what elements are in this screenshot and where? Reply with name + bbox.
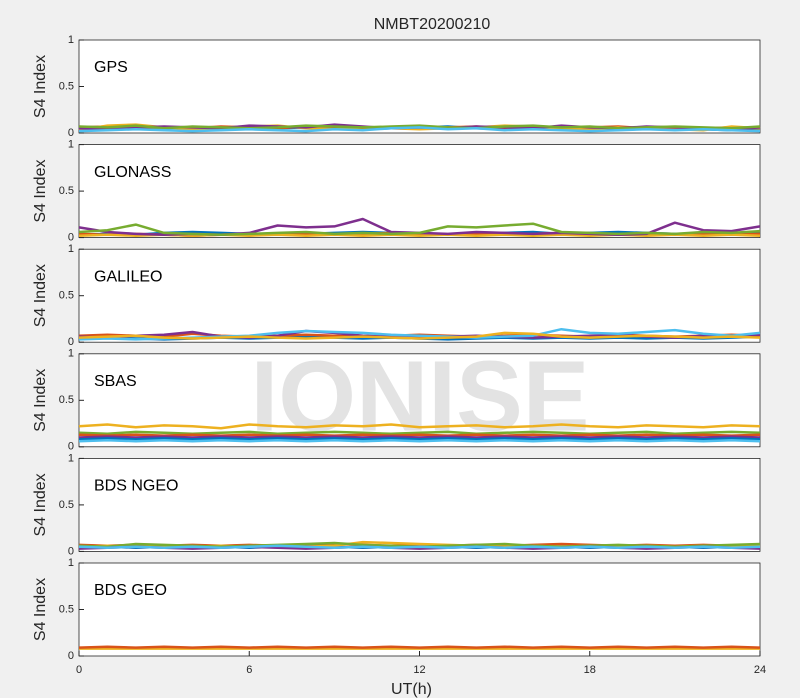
y-tick-label: 0.5	[59, 499, 74, 511]
series-line	[78, 433, 761, 437]
y-axis-label: S4 Index	[32, 55, 49, 118]
y-tick-label: 1	[68, 557, 74, 569]
series-line	[78, 544, 761, 549]
y-tick-label: 1	[68, 243, 74, 255]
series-line	[78, 423, 761, 430]
series-line	[78, 233, 761, 237]
panel-label: BDS NGEO	[94, 478, 178, 495]
y-tick-label: 0	[68, 545, 74, 557]
panel-label: BDS GEO	[94, 582, 167, 599]
y-axis-label: S4 Index	[32, 369, 49, 432]
series-line	[78, 222, 761, 237]
y-tick-label: 0	[68, 127, 74, 139]
y-axis-label: S4 Index	[32, 160, 49, 223]
series-line	[78, 645, 761, 649]
axes-box	[78, 144, 761, 239]
y-tick-label: 1	[68, 139, 74, 151]
axes-box	[78, 562, 761, 657]
y-tick-label: 1	[68, 34, 74, 46]
y-axis-label: S4 Index	[32, 578, 49, 641]
axes-box	[78, 248, 761, 343]
y-tick-label: 1	[68, 348, 74, 360]
x-tick-label: 18	[584, 664, 596, 676]
series-line	[78, 435, 761, 439]
y-axis-label: S4 Index	[32, 264, 49, 327]
panel-label: SBAS	[94, 373, 137, 390]
series-line	[78, 439, 761, 443]
axes-box	[78, 457, 761, 552]
y-tick-label: 0	[68, 232, 74, 244]
panel-label: GLONASS	[94, 164, 171, 181]
y-tick-label: 0.5	[59, 603, 74, 615]
x-tick-label: 0	[76, 664, 82, 676]
y-tick-label: 1	[68, 452, 74, 464]
axes-box	[78, 39, 761, 134]
y-tick-label: 0	[68, 650, 74, 662]
y-tick-label: 0	[68, 336, 74, 348]
panel-label: GALILEO	[94, 268, 162, 285]
panel-label: GPS	[94, 59, 128, 76]
series-line	[78, 545, 761, 550]
y-tick-label: 0.5	[59, 80, 74, 92]
y-tick-label: 0.5	[59, 394, 74, 406]
y-tick-label: 0.5	[59, 185, 74, 197]
x-tick-label: 12	[413, 664, 425, 676]
axes-box	[78, 353, 761, 448]
y-tick-label: 0	[68, 441, 74, 453]
series-line	[78, 126, 761, 133]
series-line	[78, 331, 761, 340]
x-tick-label: 6	[246, 664, 252, 676]
figure-title: NMBT20200210	[374, 16, 491, 33]
series-line	[78, 437, 761, 441]
x-axis-label: UT(h)	[391, 681, 432, 698]
x-tick-label: 24	[754, 664, 766, 676]
series-line	[78, 124, 761, 130]
y-axis-label: S4 Index	[32, 473, 49, 536]
y-tick-label: 0.5	[59, 290, 74, 302]
